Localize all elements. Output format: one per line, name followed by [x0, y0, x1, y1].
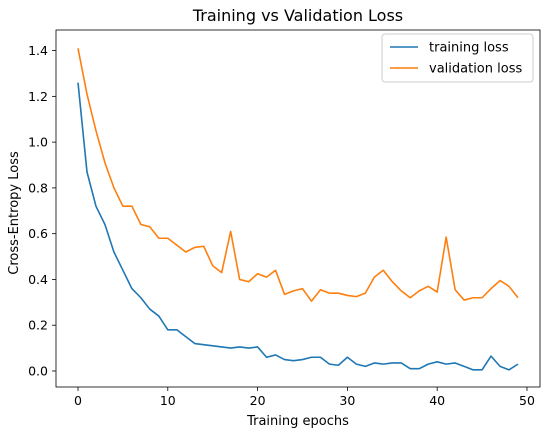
- y-tick-label: 1.4: [28, 43, 48, 58]
- x-tick-label: 40: [429, 393, 445, 408]
- y-tick-label: 1.0: [28, 135, 48, 150]
- y-tick-label: 0.4: [28, 272, 48, 287]
- y-axis: 0.0 0.2 0.4 0.6 0.8 1.0 1.2 1.4: [28, 43, 56, 378]
- x-tick-label: 30: [339, 393, 355, 408]
- x-tick-label: 20: [250, 393, 266, 408]
- plot-frame: [55, 29, 541, 388]
- plot-lines: [77, 48, 519, 371]
- y-axis-label: Cross-Entropy Loss: [7, 151, 22, 275]
- legend: training loss validation loss: [381, 33, 534, 83]
- x-axis-label: Training epochs: [246, 414, 349, 429]
- x-axis: 0 10 20 30 40 50: [74, 387, 535, 408]
- y-tick-label: 0.2: [28, 318, 48, 333]
- y-tick-label: 0.8: [28, 180, 48, 195]
- x-tick-label: 0: [74, 393, 82, 408]
- series-line-training-loss: [77, 82, 519, 371]
- legend-entry: training loss: [429, 41, 509, 56]
- x-tick-label: 50: [519, 393, 535, 408]
- series-line-validation-loss: [77, 48, 519, 302]
- y-tick-label: 0.0: [28, 363, 48, 378]
- y-tick-label: 0.6: [28, 226, 48, 241]
- chart-title: Training vs Validation Loss: [192, 6, 403, 25]
- x-tick-label: 10: [160, 393, 176, 408]
- y-tick-label: 1.2: [28, 89, 48, 104]
- legend-box: [381, 33, 534, 83]
- legend-entry: validation loss: [429, 62, 522, 77]
